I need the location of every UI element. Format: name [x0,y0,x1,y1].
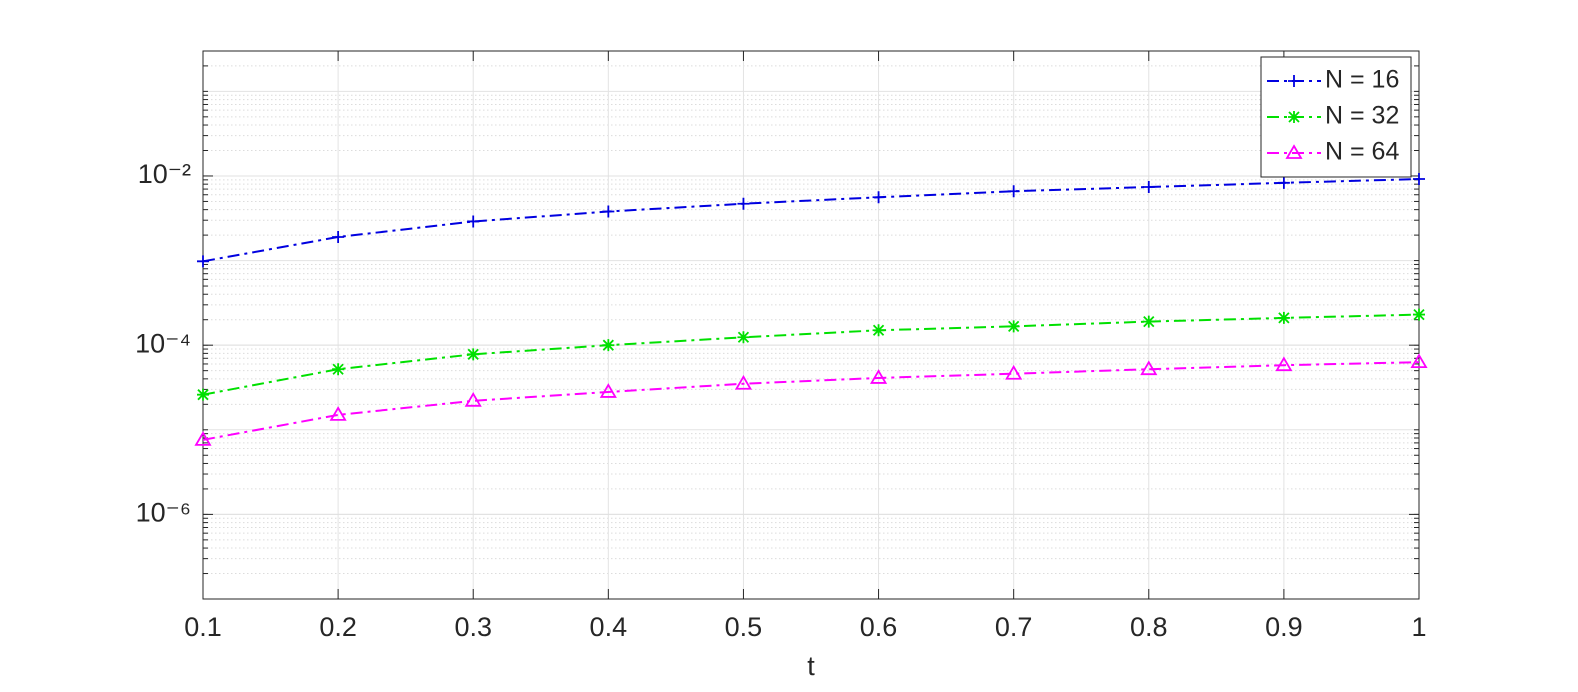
marker [737,197,750,210]
x-tick-label: 0.7 [995,612,1033,642]
marker [1288,111,1300,123]
marker [602,205,615,218]
x-tick-label: 0.6 [860,612,898,642]
marker [467,215,480,228]
marker [1277,176,1290,189]
marker [1285,144,1303,159]
x-axis-label: t [807,651,815,681]
marker [464,392,482,407]
marker [1142,181,1155,194]
marker [1140,360,1158,376]
x-tick-label: 0.1 [184,612,222,642]
marker [599,383,617,398]
legend-label: N = 32 [1325,102,1399,130]
legend: N = 16 N = 32 N = 64 [1260,56,1412,178]
x-tick-label: 0.3 [454,612,492,642]
marker [1413,173,1425,186]
marker [1288,75,1300,87]
x-tick-label: 0.5 [725,612,763,642]
marker [1277,311,1290,324]
marker [197,255,209,268]
y-tick-label: 10⁻² [138,159,191,189]
marker [332,363,345,376]
marker [734,374,753,390]
marker [869,369,888,384]
x-tick-label: 0.9 [1265,612,1303,642]
marker [194,431,212,446]
y-tick-label: 10⁻⁴ [135,328,191,358]
plot-frame [202,50,1420,600]
marker [872,324,885,337]
x-tick-label: 0.8 [1130,612,1168,642]
series-line [202,178,1420,263]
marker [602,339,615,352]
marker [1007,185,1020,198]
x-tick-label: 0.2 [319,612,357,642]
series-line [202,361,1420,441]
marker [197,388,209,401]
marker [332,230,345,243]
marker [1410,353,1428,369]
marker [1413,308,1425,321]
x-tick-label: 1 [1411,612,1426,642]
marker [1275,356,1293,372]
legend-label: N = 64 [1325,138,1399,166]
marker [329,406,347,421]
marker [467,348,480,361]
y-tick-label: 10⁻⁶ [136,498,191,528]
marker [1005,364,1023,380]
series-line [202,313,1420,396]
marker [737,331,750,344]
marker [1142,315,1155,328]
marker [872,191,885,204]
legend-label: N = 16 [1325,66,1399,94]
marker [1007,320,1020,333]
x-tick-label: 0.4 [590,612,628,642]
